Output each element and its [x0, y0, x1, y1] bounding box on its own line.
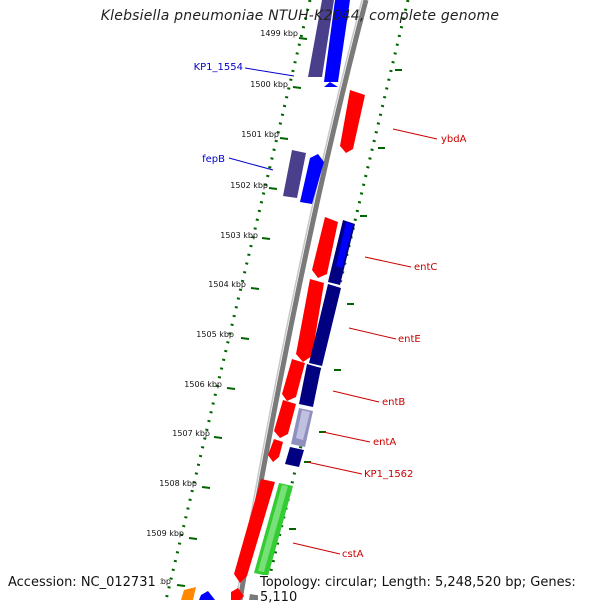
- topology-text: Topology: circular; Length: 5,248,520 bp…: [258, 575, 600, 605]
- gene-arrow-bottom-red[interactable]: [231, 588, 244, 600]
- gene-arrow-entE-rev[interactable]: [309, 284, 341, 366]
- tick-label: 1509 kbp: [146, 529, 184, 538]
- gene-arrow-entE[interactable]: [296, 279, 324, 362]
- gene-arrow-small[interactable]: [324, 82, 338, 87]
- gene-label-fepB[interactable]: fepB: [202, 154, 225, 165]
- tick-label: 1508 kbp: [159, 479, 197, 488]
- tick-label: 1506 kbp: [184, 380, 222, 389]
- tick-label: 1504 kbp: [208, 280, 246, 289]
- gene-arrow-entA[interactable]: [274, 400, 296, 438]
- tick-label: 1505 kbp: [196, 330, 234, 339]
- gene-arrow-KP1_1562[interactable]: [285, 447, 304, 467]
- ruler-left: [164, 0, 312, 600]
- gene-label-ybdA[interactable]: ybdA: [441, 134, 467, 145]
- gene-arrow-other[interactable]: [181, 587, 196, 600]
- gene-label-cstA[interactable]: cstA: [342, 549, 364, 560]
- gene-arrow-entC[interactable]: [312, 217, 338, 278]
- tick-label: 1502 kbp: [230, 181, 268, 190]
- gene-label-KP1_1554[interactable]: KP1_1554: [194, 62, 243, 73]
- gene-arrow-small-red[interactable]: [268, 439, 283, 462]
- map-title: Klebsiella pneumoniae NTUH-K2044, comple…: [100, 8, 500, 24]
- gene-label-entA[interactable]: entA: [373, 437, 396, 448]
- gene-arrow-ybdA[interactable]: [340, 90, 365, 153]
- gene-label-entE[interactable]: entE: [398, 334, 421, 345]
- tick-label: 1507 kbp: [172, 429, 210, 438]
- ruler-ticks: [176, 37, 402, 587]
- gene-label-entB[interactable]: entB: [382, 397, 405, 408]
- gene-arrow-reverse[interactable]: [308, 0, 334, 77]
- gene-arrow-entB-rev[interactable]: [299, 364, 321, 407]
- gene-arrow-reverse[interactable]: [324, 0, 350, 82]
- tick-label: 1499 kbp: [260, 29, 298, 38]
- gene-arrow-forward[interactable]: [234, 479, 275, 583]
- gene-arrow-bottom-blue[interactable]: [199, 591, 215, 600]
- gene-arrow-fepB-1[interactable]: [283, 150, 306, 198]
- label-leaders: [228, 67, 438, 555]
- gene-arrow-fepB-2[interactable]: [300, 154, 324, 204]
- tick-label: 1501 kbp: [241, 130, 279, 139]
- gene-label-entC[interactable]: entC: [414, 262, 437, 273]
- gene-arrow-entB[interactable]: [282, 359, 305, 401]
- tick-label: 1503 kbp: [220, 231, 258, 240]
- accession-text: Accession: NC_012731: [8, 575, 160, 590]
- gene-label-KP1_1562[interactable]: KP1_1562: [364, 469, 413, 480]
- tick-label: 1500 kbp: [250, 80, 288, 89]
